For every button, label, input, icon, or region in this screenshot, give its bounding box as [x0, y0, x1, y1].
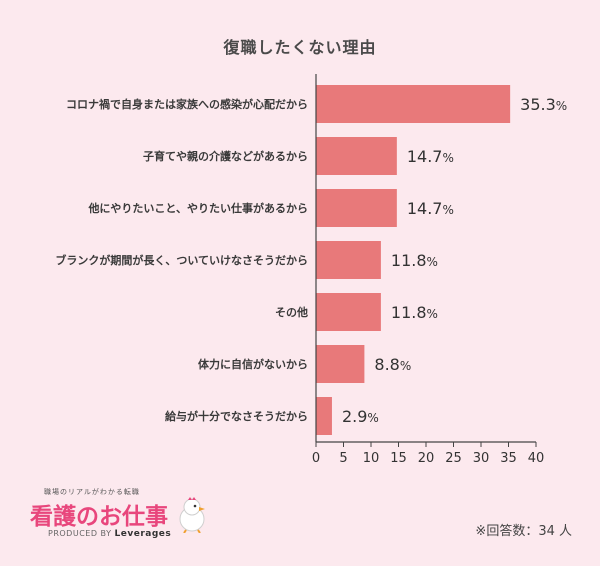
category-label: ブランクが期間が長く、ついていけなさそうだから: [55, 253, 308, 267]
bar: [316, 293, 381, 331]
x-tick-label: 30: [473, 451, 490, 466]
bar: [316, 241, 381, 279]
data-label: 11.8%: [391, 303, 438, 322]
category-label: 給与が十分でなさそうだから: [165, 409, 308, 423]
x-tick-label: 35: [500, 451, 517, 466]
produced-by-label: PRODUCED BY: [48, 529, 112, 538]
bar: [316, 85, 511, 123]
company-name: Leverages: [114, 529, 172, 539]
data-label: 11.8%: [391, 251, 438, 270]
data-label: 35.3%: [520, 95, 567, 114]
category-label: コロナ禍で自身または家族への感染が心配だから: [66, 97, 308, 111]
data-label: 2.9%: [342, 407, 379, 426]
x-tick-label: 20: [418, 451, 435, 466]
category-label: その他: [275, 305, 308, 319]
logo-tagline: 職場のリアルがわかる転職: [44, 488, 140, 496]
category-label: 他にやりたいこと、やりたい仕事があるから: [87, 201, 308, 215]
bar: [316, 189, 397, 227]
bar: [316, 137, 397, 175]
x-tick-label: 25: [445, 451, 462, 466]
x-tick-label: 15: [390, 451, 407, 466]
x-tick-label: 0: [312, 451, 320, 466]
data-label: 14.7%: [407, 199, 454, 218]
respondent-count-note: ※回答数：34 人: [475, 524, 572, 539]
x-tick-label: 5: [339, 451, 347, 466]
logo-brand-text: 看護のお仕事: [30, 504, 168, 530]
data-label: 8.8%: [374, 355, 411, 374]
brand-logo: 職場のリアルがわかる転職 看護のお仕事 PRODUCED BY Leverage…: [30, 487, 210, 547]
x-tick-label: 10: [363, 451, 380, 466]
bird-mascot-icon: [179, 497, 205, 533]
category-label: 子育てや親の介護などがあるから: [143, 149, 308, 163]
bar: [316, 345, 365, 383]
chart-title: 復職したくない理由: [223, 38, 377, 57]
x-tick-label: 40: [528, 451, 545, 466]
data-label: 14.7%: [407, 147, 454, 166]
logo-produced-by: PRODUCED BY Leverages: [48, 529, 171, 539]
bar: [316, 397, 332, 435]
category-label: 体力に自信がないから: [198, 357, 308, 371]
